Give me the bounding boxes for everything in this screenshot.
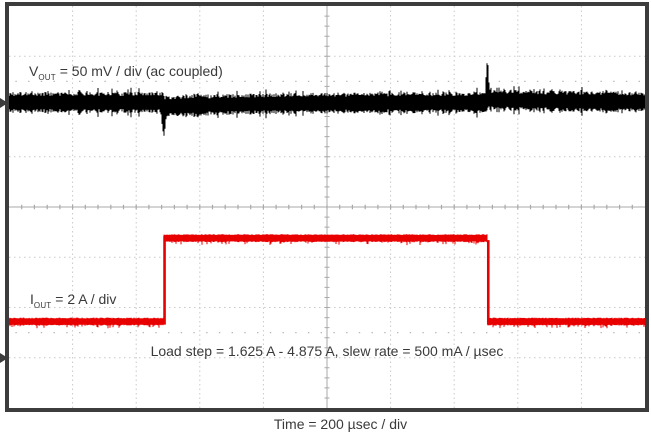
iout-label-symbol: I: [30, 291, 34, 307]
vout-position-arrow: [0, 98, 8, 108]
vout-trace-label: VOUT = 50 mV / div (ac coupled): [29, 63, 223, 82]
vout-label-text: = 50 mV / div (ac coupled): [55, 63, 223, 79]
load-step-annotation: Load step = 1.625 A - 4.875 A, slew rate…: [150, 343, 504, 359]
iout-label-text: = 2 A / div: [51, 291, 117, 307]
scope-graticule-frame: VOUT = 50 mV / div (ac coupled) IOUT = 2…: [5, 2, 649, 412]
vout-label-symbol: V: [29, 63, 39, 79]
iout-zero-arrow: [0, 353, 8, 363]
vout-label-subscript: OUT: [38, 72, 56, 82]
time-per-div-caption: Time = 200 µsec / div: [273, 416, 408, 432]
scope-plot: [9, 6, 645, 408]
iout-label-subscript: OUT: [33, 300, 52, 310]
iout-trace-label: IOUT = 2 A / div: [30, 291, 116, 310]
